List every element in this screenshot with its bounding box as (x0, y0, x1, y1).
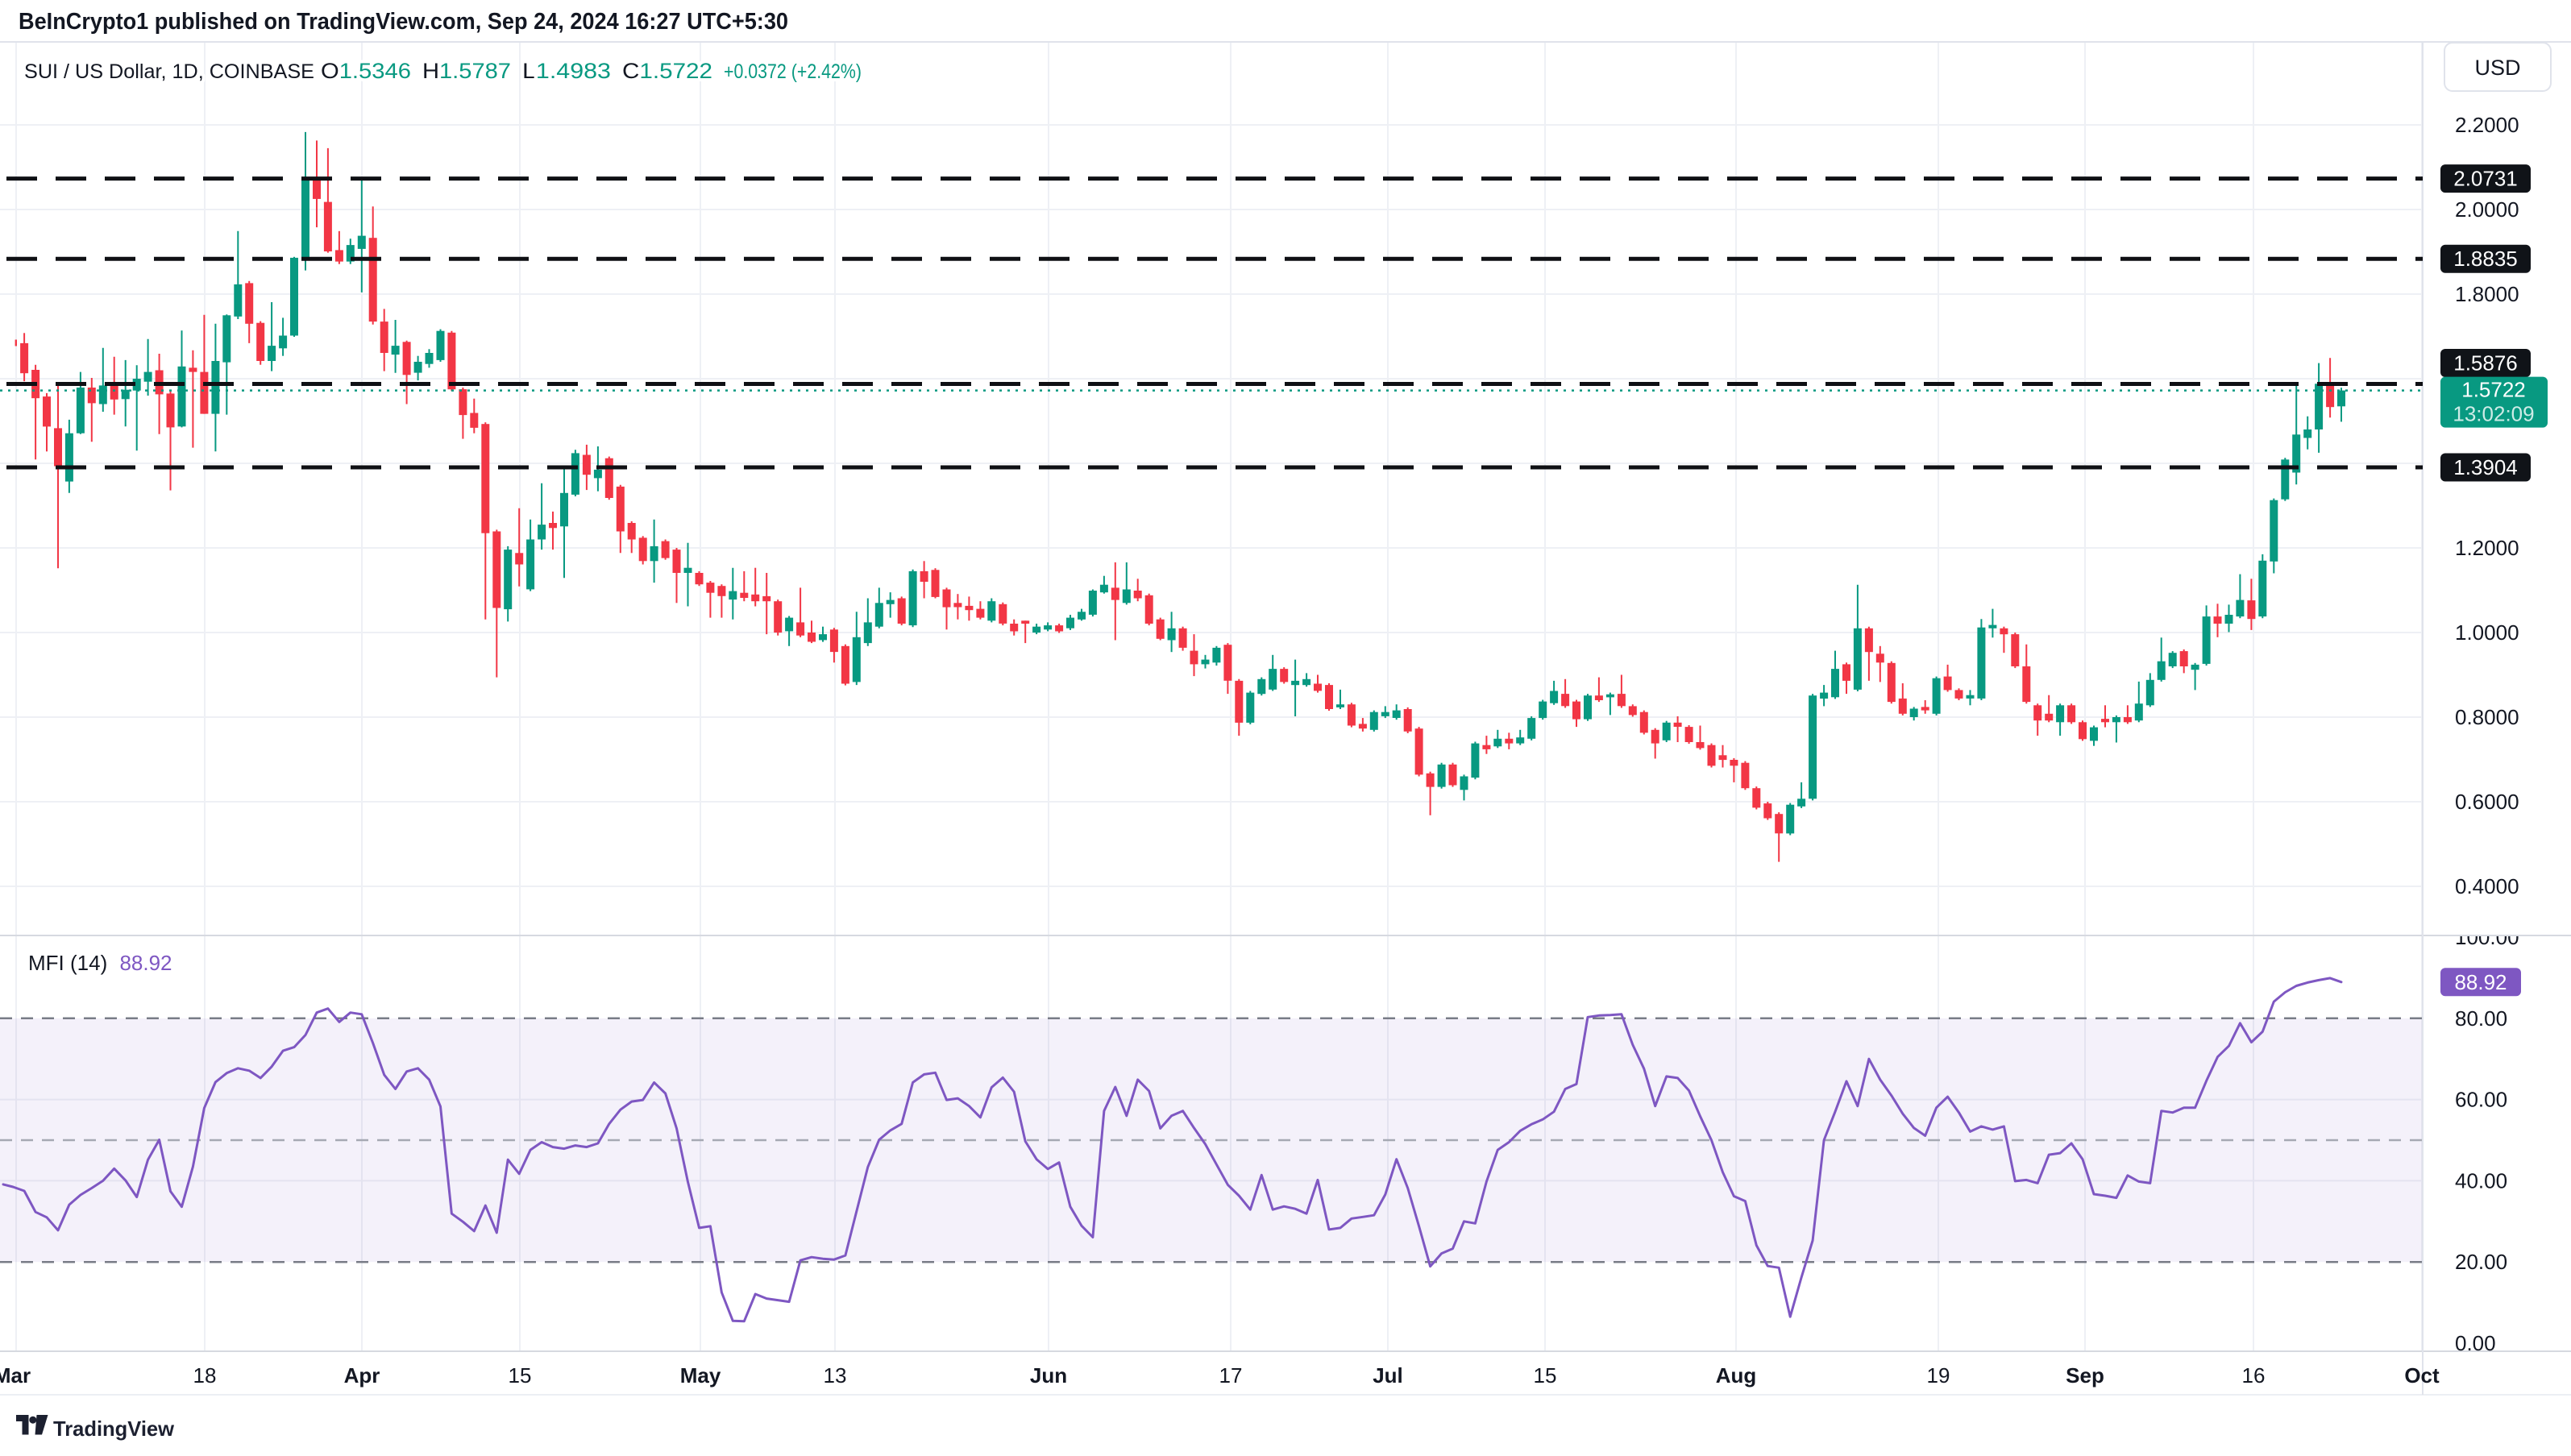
svg-text:USD: USD (2474, 56, 2520, 80)
svg-text:Apr: Apr (344, 1363, 380, 1388)
svg-text:0.4000: 0.4000 (2455, 874, 2519, 898)
svg-text:1.8835: 1.8835 (2453, 247, 2518, 271)
svg-text:+0.0372 (+2.42%): +0.0372 (+2.42%) (724, 60, 862, 83)
svg-text:100.00: 100.00 (2455, 925, 2519, 949)
svg-text:2.2000: 2.2000 (2455, 113, 2519, 137)
svg-text:H1.5787: H1.5787 (422, 59, 511, 83)
svg-text:15: 15 (1534, 1363, 1557, 1388)
svg-text:0.6000: 0.6000 (2455, 790, 2519, 814)
svg-text:1.3904: 1.3904 (2453, 455, 2518, 479)
svg-text:MFI (14) 88.92: MFI (14) 88.92 (28, 951, 172, 975)
svg-text:Mar: Mar (0, 1363, 31, 1388)
svg-text:1.0000: 1.0000 (2455, 620, 2519, 645)
svg-text:1.5722: 1.5722 (2461, 378, 2526, 402)
svg-text:0.00: 0.00 (2455, 1331, 2496, 1355)
svg-text:88.92: 88.92 (2454, 970, 2507, 994)
svg-text:O1.5346: O1.5346 (321, 59, 411, 83)
svg-text:TradingView: TradingView (53, 1417, 175, 1441)
svg-text:60.00: 60.00 (2455, 1088, 2507, 1112)
svg-text:Jul: Jul (1373, 1363, 1403, 1388)
svg-text:1.5876: 1.5876 (2453, 351, 2518, 375)
svg-text:80.00: 80.00 (2455, 1006, 2507, 1031)
svg-text:C1.5722: C1.5722 (622, 59, 712, 83)
svg-text:20.00: 20.00 (2455, 1250, 2507, 1274)
svg-text:18: 18 (193, 1363, 217, 1388)
svg-text:2.0731: 2.0731 (2453, 167, 2518, 191)
svg-text:SUI / US Dollar, 1D, COINBASE: SUI / US Dollar, 1D, COINBASE (24, 60, 314, 83)
svg-text:Sep: Sep (2066, 1363, 2104, 1388)
svg-text:13:02:09: 13:02:09 (2453, 402, 2534, 426)
svg-text:15: 15 (509, 1363, 532, 1388)
svg-text:L1.4983: L1.4983 (522, 59, 611, 83)
svg-text:BeInCrypto1 published on Tradi: BeInCrypto1 published on TradingView.com… (19, 9, 788, 35)
svg-text:May: May (680, 1363, 721, 1388)
svg-text:13: 13 (824, 1363, 847, 1388)
svg-text:0.8000: 0.8000 (2455, 705, 2519, 729)
svg-text:1.8000: 1.8000 (2455, 282, 2519, 306)
svg-text:1.2000: 1.2000 (2455, 536, 2519, 560)
svg-text:Jun: Jun (1030, 1363, 1067, 1388)
svg-text:16: 16 (2242, 1363, 2266, 1388)
svg-text:40.00: 40.00 (2455, 1168, 2507, 1193)
svg-text:Aug: Aug (1716, 1363, 1757, 1388)
svg-text:Oct: Oct (2404, 1363, 2440, 1388)
svg-text:19: 19 (1927, 1363, 1950, 1388)
svg-text:2.0000: 2.0000 (2455, 197, 2519, 222)
svg-text:17: 17 (1219, 1363, 1243, 1388)
